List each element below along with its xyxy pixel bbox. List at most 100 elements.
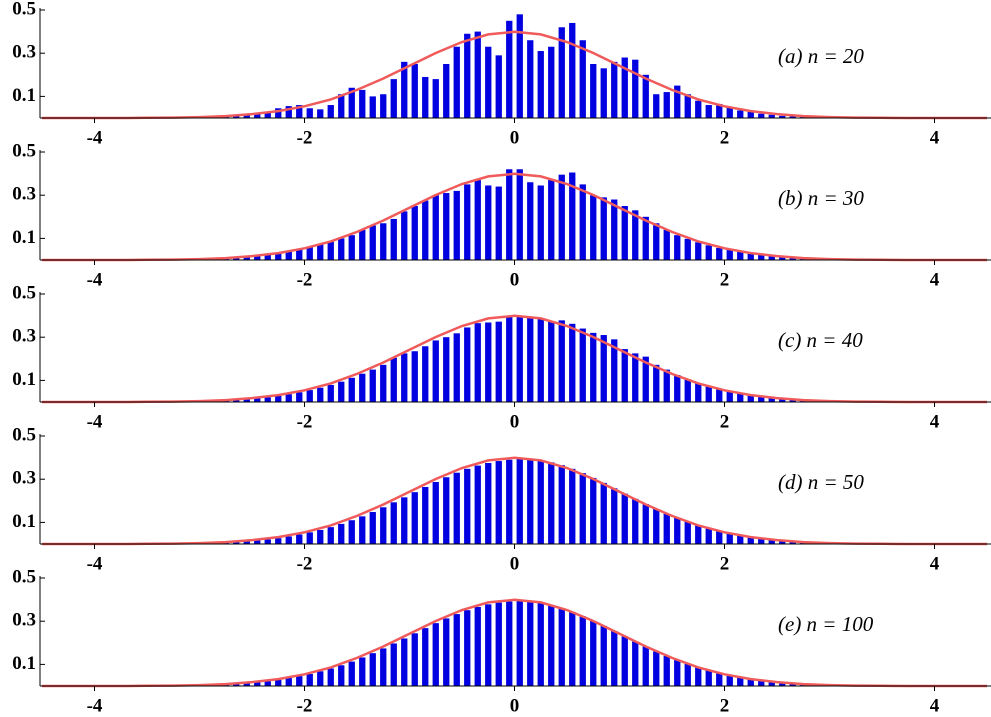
- bar: [726, 533, 733, 544]
- bar: [705, 670, 712, 686]
- bar: [537, 51, 544, 118]
- bar: [611, 339, 618, 402]
- bar: [495, 602, 502, 686]
- bar: [506, 169, 513, 260]
- bar: [243, 683, 250, 686]
- bar: [348, 520, 355, 544]
- bar: [632, 498, 639, 544]
- bar: [558, 465, 565, 544]
- bar: [254, 398, 261, 402]
- bar: [474, 606, 481, 686]
- bar: [243, 114, 250, 118]
- bar: [621, 57, 628, 118]
- bar: [411, 64, 418, 118]
- bar: [306, 532, 313, 544]
- bar: [464, 468, 471, 544]
- bar: [296, 676, 303, 686]
- bar: [380, 364, 387, 402]
- bar: [453, 333, 460, 402]
- x-tick-label: -4: [87, 127, 103, 148]
- bar: [779, 115, 786, 118]
- bar: [590, 64, 597, 118]
- bar: [632, 353, 639, 402]
- bar: [527, 40, 534, 118]
- bar: [600, 335, 607, 402]
- bar: [411, 633, 418, 686]
- bar: [464, 327, 471, 402]
- bar: [285, 678, 292, 686]
- bar: [779, 540, 786, 544]
- bar: [401, 61, 408, 118]
- bar: [338, 523, 345, 544]
- bar: [558, 608, 565, 686]
- y-tick-label: 0.5: [12, 566, 36, 587]
- bar: [443, 477, 450, 544]
- bar: [527, 458, 534, 544]
- bar: [422, 486, 429, 544]
- bar: [359, 373, 366, 402]
- bar: [306, 246, 313, 260]
- bar: [506, 20, 513, 118]
- bar: [632, 59, 639, 118]
- x-tick-label: 4: [930, 411, 940, 432]
- bar: [359, 657, 366, 686]
- bar: [737, 677, 744, 686]
- bar: [401, 638, 408, 686]
- bar: [737, 535, 744, 544]
- y-tick-label: 0.1: [12, 511, 36, 532]
- bar: [653, 651, 660, 686]
- x-tick-label: 4: [930, 553, 940, 574]
- bar: [243, 256, 250, 260]
- bar: [485, 604, 492, 686]
- bar: [390, 218, 397, 260]
- bar: [747, 253, 754, 260]
- bar: [779, 398, 786, 402]
- y-tick-label: 0.3: [12, 468, 36, 489]
- density-curve: [42, 30, 987, 120]
- x-tick-label: 0: [510, 127, 520, 148]
- bar: [705, 528, 712, 544]
- bar: [233, 542, 240, 544]
- bar: [453, 190, 460, 260]
- bar: [264, 254, 271, 260]
- bar: [579, 40, 586, 118]
- bar: [264, 111, 271, 118]
- bar: [432, 79, 439, 118]
- bar: [642, 504, 649, 544]
- bar: [296, 105, 303, 118]
- x-tick-label: 2: [720, 553, 730, 574]
- bar: [275, 538, 282, 544]
- bar: [348, 235, 355, 260]
- bar: [758, 538, 765, 544]
- bar: [590, 332, 597, 402]
- bar: [789, 683, 796, 686]
- bar: [401, 353, 408, 402]
- bar: [737, 252, 744, 260]
- bar: [327, 527, 334, 544]
- bar: [359, 89, 366, 118]
- bar: [516, 315, 523, 402]
- bar: [516, 458, 523, 544]
- bar: [569, 323, 576, 402]
- bar: [422, 628, 429, 686]
- bar: [474, 323, 481, 402]
- bar: [317, 529, 324, 544]
- bar: [401, 497, 408, 544]
- x-tick-label: 4: [930, 695, 940, 716]
- bar: [537, 603, 544, 686]
- bar: [600, 625, 607, 686]
- bar: [327, 668, 334, 686]
- bar: [306, 673, 313, 686]
- bar: [590, 477, 597, 544]
- bar: [800, 116, 807, 118]
- bar: [695, 242, 702, 260]
- bar: [789, 541, 796, 544]
- bar: [306, 390, 313, 402]
- bar: [579, 616, 586, 686]
- bar: [684, 94, 691, 118]
- bar: [506, 601, 513, 686]
- x-tick-label: 0: [510, 695, 520, 716]
- bar: [558, 27, 565, 119]
- bar: [600, 482, 607, 544]
- bar: [506, 459, 513, 544]
